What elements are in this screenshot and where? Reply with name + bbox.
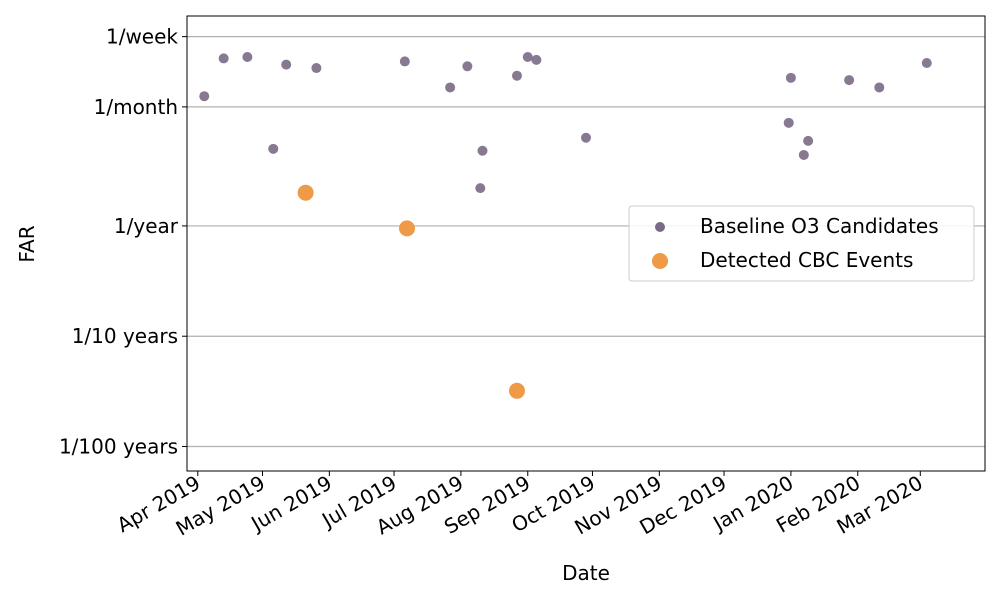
x-axis-title: Date [562, 561, 610, 585]
baseline-candidate-point [803, 135, 814, 146]
legend-marker-baseline [655, 222, 665, 232]
detected-event-point [398, 220, 415, 237]
y-tick-label: 1/month [94, 95, 178, 119]
baseline-candidate-point [783, 117, 794, 128]
y-axis-title: FAR [15, 225, 39, 262]
baseline-candidate-point [281, 59, 292, 70]
baseline-candidate-point [785, 72, 796, 83]
baseline-candidate-point [874, 82, 885, 93]
baseline-candidate-point [311, 63, 322, 74]
baseline-candidate-point [445, 82, 456, 93]
legend-label-detected: Detected CBC Events [700, 248, 913, 272]
baseline-candidate-point [511, 70, 522, 81]
baseline-candidate-point [242, 51, 253, 62]
y-axis-ticks: 1/week 1/month 1/year 1/10 years 1/100 years [59, 25, 187, 459]
legend-frame [628, 205, 975, 282]
baseline-candidate-point [475, 183, 486, 194]
baseline-candidate-point [218, 53, 229, 64]
baseline-candidate-point [199, 91, 210, 102]
baseline-candidate-point [581, 132, 591, 143]
plot-area-frame [186, 15, 986, 472]
baseline-candidate-point [844, 75, 855, 86]
baseline-candidate-point [522, 51, 533, 62]
detected-event-point [508, 382, 525, 399]
legend-label-baseline: Baseline O3 Candidates [700, 214, 939, 238]
baseline-candidate-point [268, 143, 279, 154]
baseline-candidate-point [399, 56, 410, 67]
baseline-candidate-point [462, 61, 473, 72]
y-tick-label: 1/100 years [59, 435, 178, 459]
y-tick-label: 1/week [106, 25, 178, 49]
y-tick-label: 1/10 years [72, 324, 178, 348]
data-points [199, 51, 932, 399]
baseline-candidate-point [477, 145, 488, 156]
grid-lines [187, 36, 985, 448]
baseline-candidate-point [798, 149, 809, 160]
legend: Baseline O3 Candidates Detected CBC Even… [628, 205, 975, 282]
baseline-candidate-point [531, 54, 542, 65]
baseline-candidate-point [921, 57, 932, 68]
y-tick-label: 1/year [114, 214, 179, 238]
legend-marker-detected [652, 253, 668, 269]
detected-event-point [297, 184, 314, 201]
